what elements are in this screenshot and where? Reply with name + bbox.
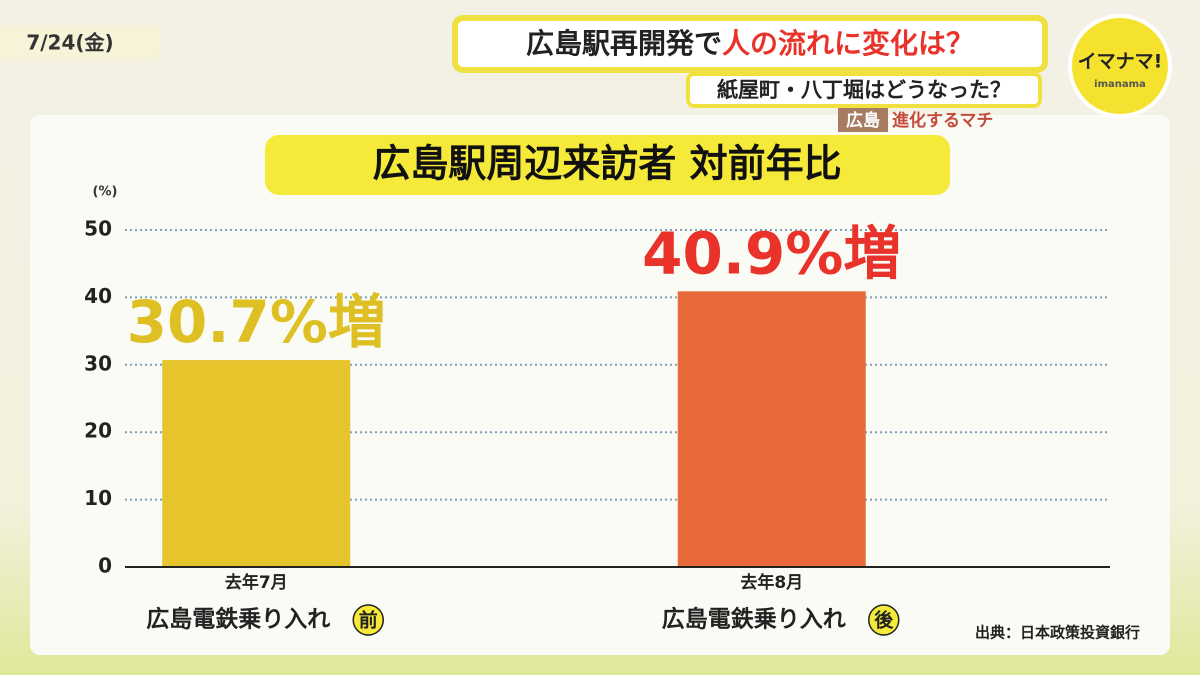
headline-box xyxy=(452,15,1048,73)
category-note: 広島電鉄乗り入れ xyxy=(146,606,330,633)
logo-sub: imanama xyxy=(1094,79,1146,90)
date: 7/24(金) xyxy=(26,31,113,55)
tag: 広島 xyxy=(846,110,880,131)
value-label: 30.7%増 xyxy=(127,288,386,356)
headline-part: 人の流れに変化は？ xyxy=(722,27,974,60)
bar xyxy=(162,360,351,567)
category-badge: 前 xyxy=(359,609,378,632)
date-box xyxy=(0,25,160,61)
bar xyxy=(677,291,866,567)
y-tick-label: 10 xyxy=(84,486,112,510)
x-tick-label: 去年8月 xyxy=(740,572,803,593)
y-tick-label: 50 xyxy=(84,217,112,241)
subheadline-box xyxy=(686,72,1042,108)
tag-box xyxy=(838,108,888,132)
subheadline: 紙屋町・八丁堀はどうなった？ xyxy=(717,78,1011,102)
category-badge: 後 xyxy=(874,609,894,632)
y-unit: (%) xyxy=(93,185,118,200)
logo-text: イマナマ! xyxy=(1078,51,1163,73)
y-tick-label: 40 xyxy=(84,284,112,308)
chart-title: 広島駅周辺来訪者 対前年比 xyxy=(372,142,841,186)
source: 出典：日本政策投資銀行 xyxy=(975,624,1140,642)
y-tick-label: 30 xyxy=(84,351,112,375)
y-tick-label: 20 xyxy=(84,419,112,443)
y-tick-label: 0 xyxy=(98,554,112,578)
badge-circle xyxy=(352,604,384,636)
category-note: 広島電鉄乗り入れ xyxy=(662,606,846,633)
title-box xyxy=(265,135,950,195)
segment: 進化するマチ xyxy=(892,110,993,131)
headline: 広島駅再開発で人の流れに変化は？ xyxy=(526,27,974,60)
badge-circle xyxy=(868,604,900,636)
headline-part: 広島駅再開発で xyxy=(526,27,722,60)
value-label: 40.9%増 xyxy=(642,219,901,287)
x-tick-label: 去年7月 xyxy=(225,572,288,593)
logo xyxy=(1068,14,1172,118)
